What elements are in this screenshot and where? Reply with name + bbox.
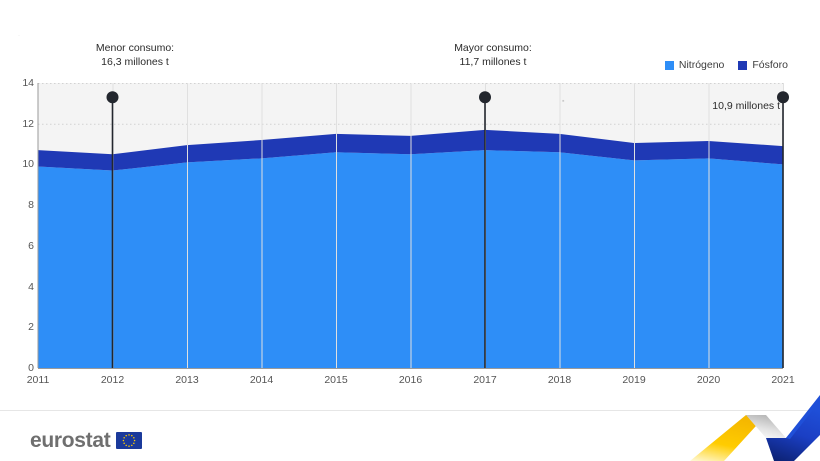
annotation-menor-title: Menor consumo: [95, 42, 175, 54]
legend-swatch-fosforo [738, 60, 748, 70]
y-tick-2: 2 [28, 321, 34, 334]
y-tick-10: 10 [22, 158, 34, 171]
decorative-speck-top-left: · [18, 33, 20, 39]
y-tick-12: 12 [22, 117, 34, 130]
x-tick-2014: 2014 [249, 374, 274, 386]
axis-lines [37, 83, 783, 369]
x-tick-2015: 2015 [324, 374, 348, 386]
eurostat-brand: eurostat [30, 429, 143, 452]
legend-label-fosforo: Fósforo [752, 59, 788, 71]
chart-legend: Nitrógeno Fósforo [664, 59, 788, 71]
marker-dot-mayor[interactable] [479, 91, 491, 104]
x-tick-2011: 2011 [26, 374, 50, 386]
decorative-speck-mid: ▪ [562, 98, 565, 105]
annotation-markers [106, 91, 789, 368]
ribbon-blue [766, 397, 820, 461]
marker-dot-menor[interactable] [106, 91, 119, 104]
y-tick-6: 6 [28, 239, 34, 252]
annotation-final: 10,9 millones t [630, 99, 780, 113]
annotation-final-value: 10,9 millones t [712, 100, 780, 112]
annotation-mayor-title: Mayor consumo: [454, 42, 532, 54]
x-tick-2013: 2013 [175, 374, 199, 386]
annotation-mayor-consumo: Mayor consumo: 11,7 millones t [418, 41, 568, 69]
eurostat-wordmark: eurostat [30, 429, 111, 452]
x-tick-2020: 2020 [696, 374, 721, 386]
eu-flag-icon [116, 432, 143, 449]
legend-item-fosforo[interactable]: Fósforo [738, 59, 788, 71]
legend-swatch-nitrogeno [664, 60, 674, 70]
annotation-menor-value: 16,3 millones t [101, 56, 169, 68]
x-tick-2019: 2019 [622, 374, 646, 386]
annotation-mayor-value: 11,7 millones t [459, 56, 527, 68]
legend-item-nitrogeno[interactable]: Nitrógeno [664, 59, 725, 71]
y-tick-4: 4 [28, 280, 34, 293]
eu-stars-icon [123, 434, 136, 447]
y-tick-0: 0 [28, 362, 34, 374]
y-tick-8: 8 [28, 199, 34, 212]
y-axis-tick-labels: 0 2 4 6 8 10 12 14 [0, 0, 34, 461]
y-tick-14: 14 [22, 77, 34, 89]
x-tick-2012: 2012 [100, 374, 125, 386]
legend-label-nitrogeno: Nitrógeno [678, 59, 725, 71]
annotation-menor-consumo: Menor consumo: 16,3 millones t [60, 41, 210, 69]
corner-ribbon-decoration [690, 395, 820, 461]
x-tick-2016: 2016 [398, 374, 423, 386]
x-tick-2018: 2018 [547, 374, 572, 386]
marker-dot-final[interactable] [777, 91, 789, 104]
ribbon-yellow [690, 415, 766, 461]
x-tick-2021: 2021 [771, 374, 795, 386]
x-tick-2017: 2017 [473, 374, 497, 386]
ribbon-blue-tip [786, 395, 820, 439]
footer-divider [0, 410, 820, 411]
ribbon-silver [746, 415, 786, 438]
